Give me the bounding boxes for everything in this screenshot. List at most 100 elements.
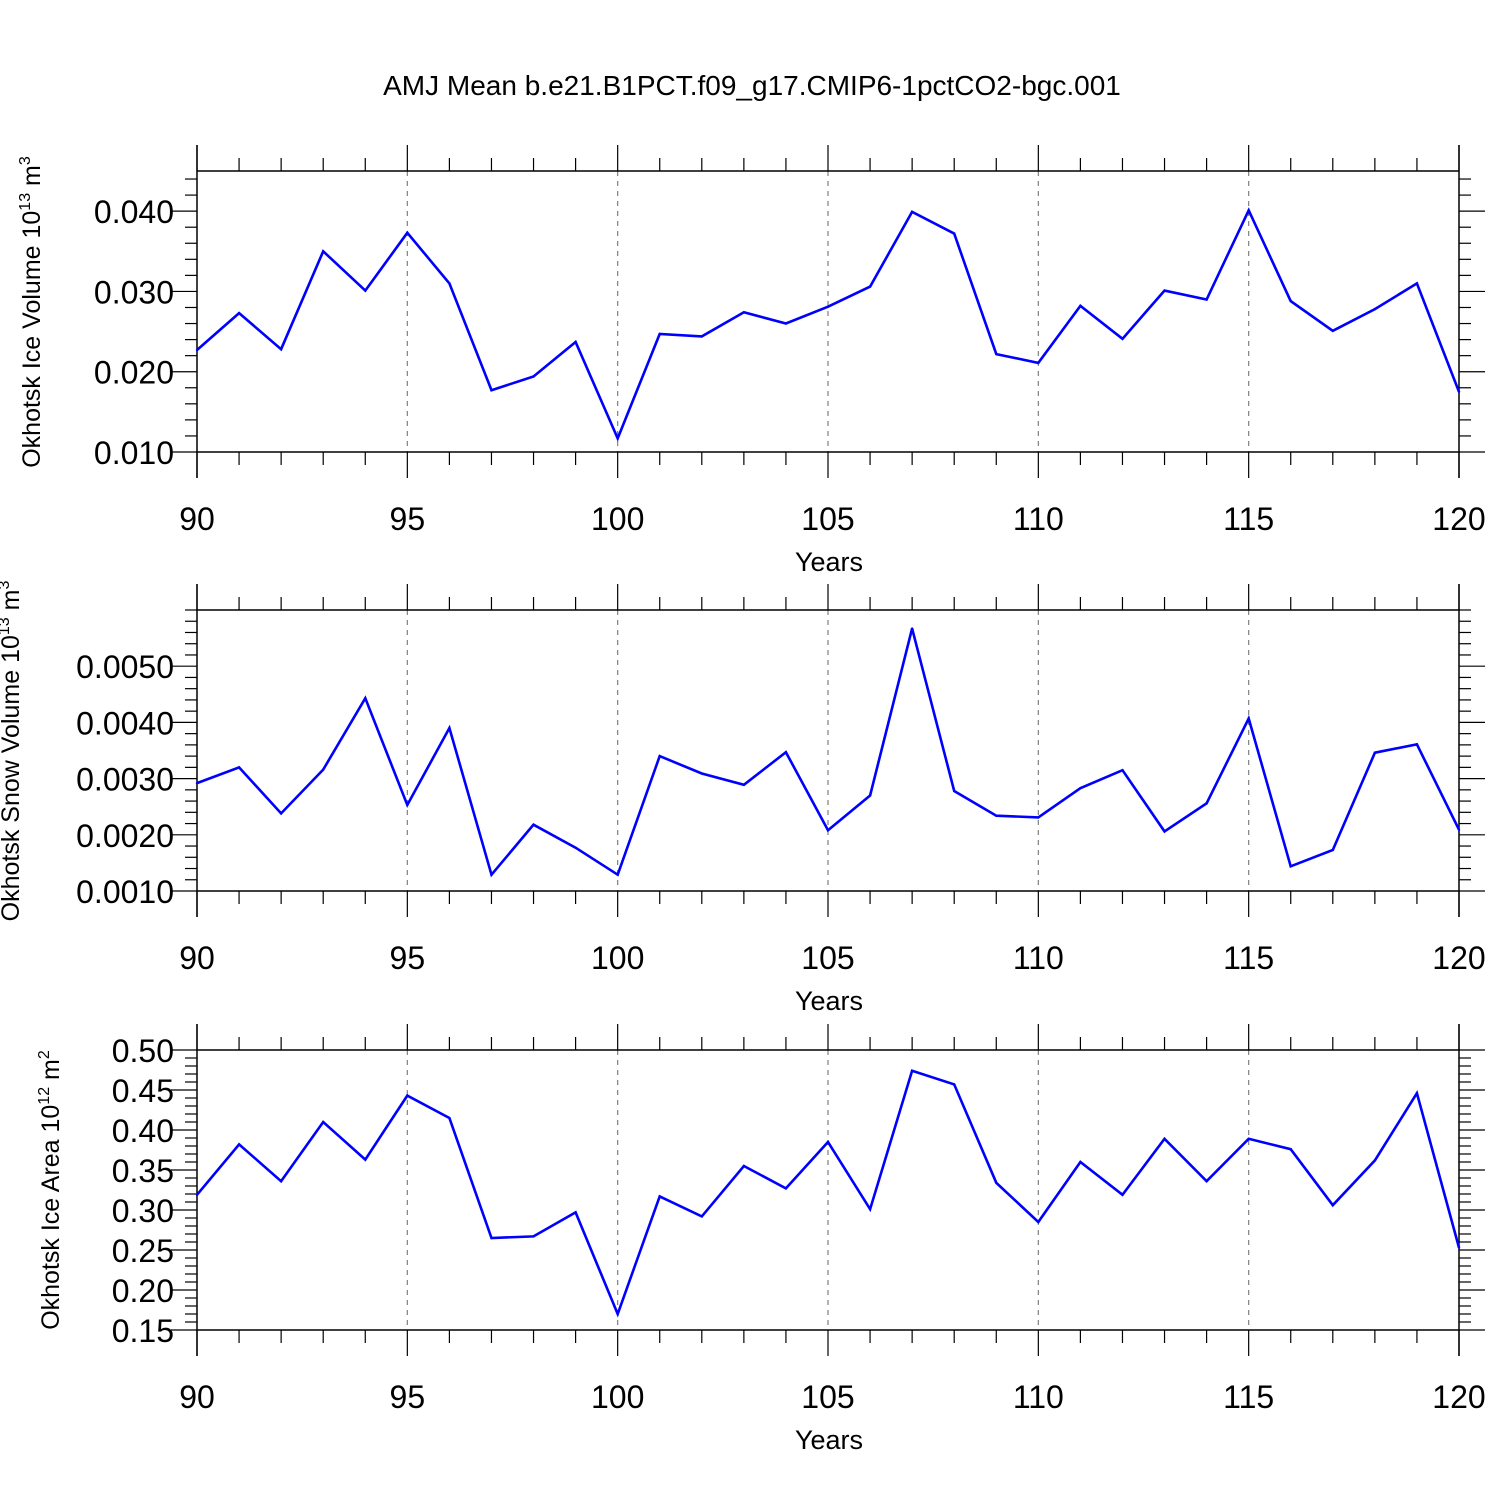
x-tick-label: 90 <box>179 940 215 976</box>
data-point <box>826 829 830 832</box>
data-point <box>1079 304 1082 308</box>
x-tick-label: 115 <box>1223 1379 1274 1415</box>
data-point <box>1331 329 1335 332</box>
data-point <box>868 794 872 797</box>
x-axis-label: Years <box>795 986 863 1016</box>
data-point <box>532 823 535 826</box>
data-point <box>322 768 325 771</box>
x-axis-label: Years <box>795 547 863 577</box>
data-point <box>448 1116 451 1120</box>
data-point <box>195 781 199 785</box>
data-point <box>784 750 788 754</box>
y-tick-label: 0.40 <box>112 1113 174 1149</box>
data-point <box>237 1143 241 1146</box>
y-tick-label: 0.45 <box>112 1073 174 1109</box>
x-tick-label: 105 <box>801 940 854 976</box>
y-axis-label-exponent: 13 <box>17 193 34 211</box>
panels: 0.010 0.020 0.030 0.040 90 95 100 105 110 115 120 Y… <box>0 145 1486 1455</box>
data-point <box>448 726 451 730</box>
y-axis-label-text: Okhotsk Ice Area 10 <box>37 1105 65 1330</box>
data-point <box>1205 1180 1208 1183</box>
y-tick-label: 0.0050 <box>76 649 174 685</box>
figure-title: AMJ Mean b.e21.B1PCT.f09_g17.CMIP6-1pctC… <box>383 70 1121 101</box>
x-tick-label: 110 <box>1013 501 1064 537</box>
data-point <box>953 1083 956 1086</box>
x-tick-label: 95 <box>390 940 426 976</box>
data-point <box>1289 1148 1292 1151</box>
data-point <box>195 348 199 352</box>
data-point <box>406 1094 409 1097</box>
y-axis-label-exponent: 12 <box>36 1087 53 1105</box>
y-tick-label: 0.20 <box>112 1273 174 1309</box>
data-point <box>1247 1137 1250 1141</box>
x-tick-label: 120 <box>1432 1379 1485 1415</box>
y-tick-label: 0.010 <box>94 435 174 471</box>
x-tick-label: 115 <box>1223 501 1274 537</box>
data-point <box>490 388 493 392</box>
data-point <box>195 1193 199 1197</box>
data-point <box>1247 209 1250 212</box>
data-point <box>1163 289 1166 292</box>
data-point <box>237 766 241 769</box>
data-point <box>532 1235 535 1238</box>
y-tick-label: 0.0010 <box>76 874 174 910</box>
panel-3: 0.15 0.20 0.25 0.30 0.35 0.40 0.45 0.50 90 95 100 1… <box>36 1024 1486 1455</box>
data-point <box>616 437 619 440</box>
data-point <box>364 289 367 292</box>
data-point <box>532 375 535 378</box>
data-point <box>1037 1220 1040 1224</box>
data-point <box>784 1187 788 1190</box>
data-point <box>1163 830 1166 833</box>
data-point <box>237 311 241 315</box>
data-point <box>742 311 746 314</box>
data-point <box>700 772 703 775</box>
data-point <box>574 340 577 344</box>
data-point <box>700 1215 703 1218</box>
y-tick-label: 0.15 <box>112 1313 174 1349</box>
y-tick-label: 0.25 <box>112 1233 174 1269</box>
y-axis-label-text: Okhotsk Snow Volume 10 <box>0 635 25 921</box>
panel-1: 0.010 0.020 0.030 0.040 90 95 100 105 110 115 120 Y… <box>17 145 1486 577</box>
y-axis-label-unit-exponent: 3 <box>17 156 34 165</box>
data-point <box>1373 1159 1377 1162</box>
data-point <box>910 210 914 214</box>
data-point <box>1415 743 1419 746</box>
x-tick-label: 110 <box>1013 940 1064 976</box>
data-point <box>1037 361 1040 365</box>
data-point <box>364 1158 367 1161</box>
data-point <box>1373 307 1377 311</box>
data-point <box>1457 1246 1461 1249</box>
x-tick-label: 120 <box>1432 501 1485 537</box>
data-point <box>490 1236 493 1240</box>
data-point <box>910 627 914 630</box>
x-tick-label: 105 <box>801 1379 854 1415</box>
data-point <box>995 814 998 817</box>
data-point <box>1289 865 1292 868</box>
data-point <box>322 250 325 253</box>
data-point <box>742 1164 746 1168</box>
y-axis-label-text: Okhotsk Ice Volume 10 <box>18 211 46 468</box>
data-point <box>322 1120 325 1124</box>
x-tick-label: 115 <box>1223 940 1274 976</box>
y-axis-label-unit-exponent: 3 <box>0 581 13 590</box>
data-point <box>1079 786 1082 790</box>
data-point <box>910 1069 914 1073</box>
data-point <box>658 754 661 758</box>
data-point <box>1205 298 1208 301</box>
y-axis-label-exponent: 13 <box>0 617 13 635</box>
y-tick-label: 0.0030 <box>76 762 174 798</box>
data-point <box>826 305 830 308</box>
x-axis-label: Years <box>795 1425 863 1455</box>
y-axis-label: Okhotsk Snow Volume 1013 m3 <box>0 581 25 922</box>
x-tick-label: 90 <box>179 501 215 537</box>
data-point <box>658 332 661 336</box>
data-point <box>279 1180 283 1183</box>
y-tick-label: 0.50 <box>112 1033 174 1069</box>
data-point <box>1247 717 1250 720</box>
x-tick-label: 90 <box>179 1379 215 1415</box>
x-tick-label: 100 <box>591 501 644 537</box>
y-axis-label: Okhotsk Ice Volume 1013 m3 <box>17 156 46 468</box>
y-axis-label-unit: m <box>18 165 46 193</box>
x-tick-label: 120 <box>1432 940 1485 976</box>
